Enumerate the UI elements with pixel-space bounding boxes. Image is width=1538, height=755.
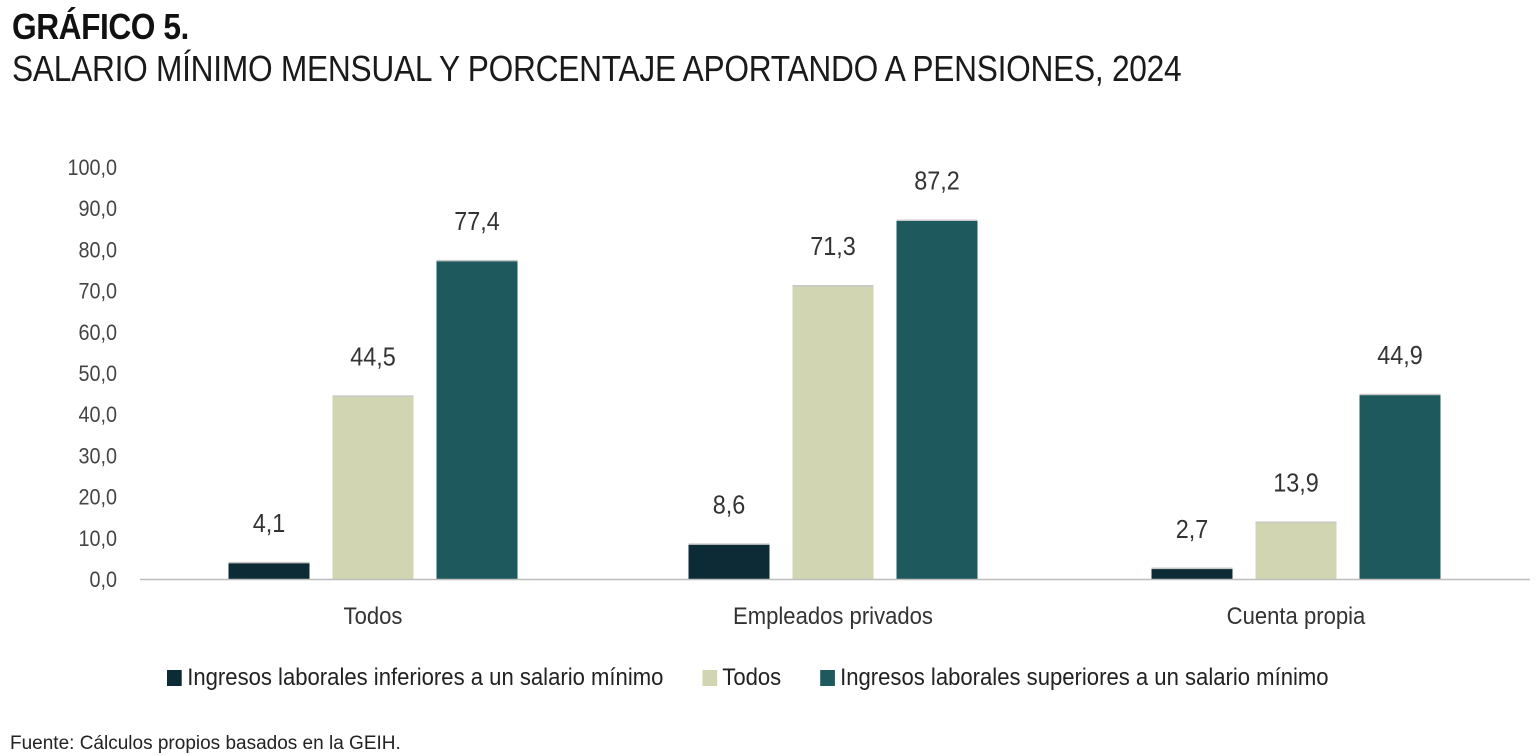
bar — [896, 219, 978, 579]
y-tick-label: 20,0 — [78, 486, 117, 510]
legend-item-todos: Todos — [702, 664, 781, 692]
y-tick-label: 70,0 — [78, 280, 117, 304]
legend-item-inferiores: Ingresos laborales inferiores a un salar… — [167, 664, 663, 692]
y-tick-label: 90,0 — [78, 197, 117, 221]
bar-value-label: 44,9 — [1377, 342, 1423, 370]
bar-value-label: 8,6 — [713, 491, 746, 519]
y-tick-label: 0,0 — [89, 568, 117, 592]
bar-value-label: 13,9 — [1273, 470, 1319, 498]
bar-value-label: 44,5 — [350, 344, 396, 372]
y-tick-label: 80,0 — [78, 238, 117, 262]
source-note: Fuente: Cálculos propios basados en la G… — [10, 733, 401, 754]
bar-value-label: 2,7 — [1176, 516, 1209, 544]
bar — [436, 260, 518, 579]
legend-label: Ingresos laborales inferiores a un salar… — [187, 664, 664, 691]
y-tick-label: 10,0 — [78, 527, 117, 551]
legend-label: Ingresos laborales superiores a un salar… — [840, 664, 1329, 691]
bar-value-label: 77,4 — [454, 208, 500, 236]
chart-legend: Ingresos laborales inferiores a un salar… — [167, 664, 1367, 692]
bar — [228, 562, 310, 579]
y-tick-label: 50,0 — [78, 362, 117, 386]
bar — [1151, 567, 1233, 579]
bar-chart: 0,0 10,0 20,0 30,0 40,0 50,0 60,0 70,0 80,0 90,0 1… — [67, 156, 1530, 629]
legend-item-superiores: Ingresos laborales superiores a un salar… — [819, 664, 1329, 692]
y-tick-label: 30,0 — [78, 444, 117, 468]
legend-swatch — [819, 670, 835, 686]
x-category-label: Empleados privados — [733, 602, 933, 629]
chart-heading: GRÁFICO 5. SALARIO MÍNIMO MENSUAL Y PORC… — [12, 6, 1182, 90]
chart-title: SALARIO MÍNIMO MENSUAL Y PORCENTAJE APOR… — [12, 48, 1182, 89]
x-category-label: Cuenta propia — [1227, 602, 1366, 629]
bar — [332, 395, 414, 579]
bar-value-label: 87,2 — [914, 168, 960, 196]
bar-value-label: 71,3 — [810, 233, 856, 261]
legend-label: Todos — [722, 664, 782, 691]
bar — [1359, 394, 1441, 579]
legend-swatch — [702, 670, 717, 686]
chart-number: GRÁFICO 5. — [12, 6, 189, 47]
y-tick-label: 40,0 — [78, 403, 117, 427]
legend-swatch — [167, 670, 182, 686]
bar — [1255, 521, 1337, 579]
bar-value-label: 4,1 — [253, 510, 286, 538]
y-tick-label: 100,0 — [67, 156, 117, 180]
bar — [792, 285, 874, 579]
x-category-label: Todos — [344, 602, 403, 629]
bar — [688, 543, 770, 579]
y-tick-label: 60,0 — [78, 321, 117, 345]
